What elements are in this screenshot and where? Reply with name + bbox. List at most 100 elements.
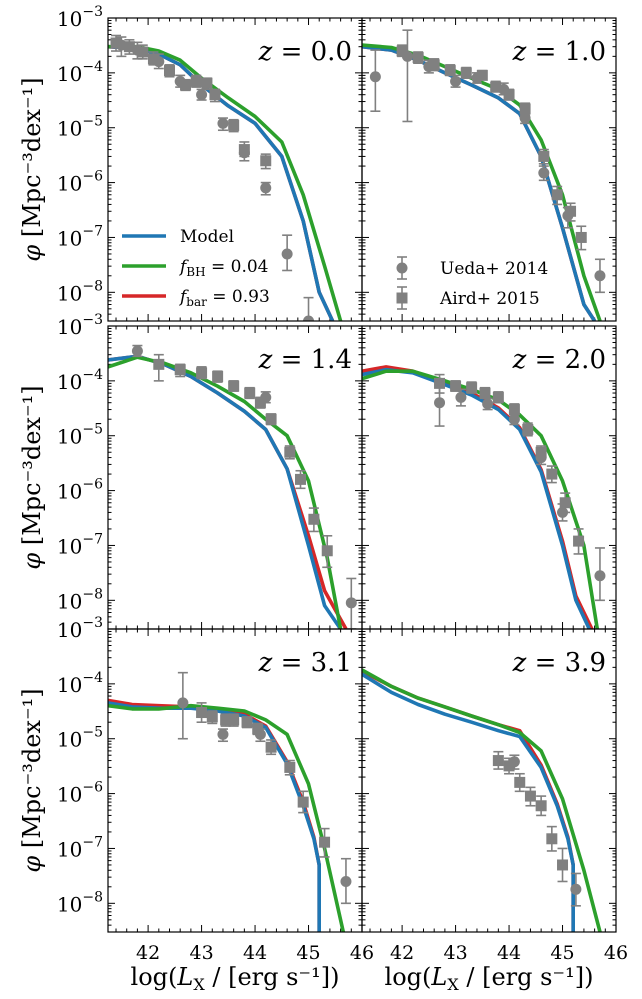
y-tick-label: 10−3 xyxy=(57,4,103,31)
x-tick-label: 44 xyxy=(243,942,267,964)
ueda-point xyxy=(594,570,606,582)
line-model xyxy=(108,354,343,629)
x-tick-label: 45 xyxy=(550,942,574,964)
ueda-point xyxy=(115,39,127,51)
panel-frame xyxy=(361,628,617,933)
x-tick-label: 43 xyxy=(443,942,467,964)
ueda-point xyxy=(423,61,435,73)
y-tick-label: 10−7 xyxy=(57,223,103,250)
aird-point xyxy=(479,387,491,399)
ueda-point xyxy=(340,875,352,887)
ueda-point xyxy=(508,413,520,425)
ueda-point xyxy=(303,315,315,321)
ueda-point xyxy=(131,345,143,357)
ueda-point xyxy=(260,182,272,194)
redshift-label: z = 2.0 xyxy=(512,345,606,375)
y-tick-label: 10−5 xyxy=(57,725,103,752)
ueda-point xyxy=(177,697,189,709)
aird-point xyxy=(260,155,272,167)
ueda-point xyxy=(594,270,606,282)
aird-point xyxy=(196,367,208,379)
y-tick-label: 10−8 xyxy=(57,889,103,916)
aird-point xyxy=(503,89,515,101)
ueda-point xyxy=(538,167,550,179)
aird-point xyxy=(514,776,526,788)
aird-point xyxy=(241,716,253,728)
panel-0.0: 10−3 10−4 10−5 10−6 10−7 10−8 z = 0.0 xyxy=(57,4,363,322)
ueda-point xyxy=(562,210,574,222)
ueda-point xyxy=(345,597,357,609)
y-axis-title: φ [Mpc⁻³dex⁻¹] xyxy=(18,688,46,872)
aird-point xyxy=(412,52,424,64)
legend-marker-ueda xyxy=(396,262,408,274)
redshift-label: z = 0.0 xyxy=(258,37,352,67)
redshift-label: z = 3.9 xyxy=(512,648,606,678)
legend-models: Model fBH = 0.04 fbar = 0.93 xyxy=(122,227,270,309)
y-tick-label: 10−5 xyxy=(57,114,103,141)
aird-point xyxy=(524,790,536,802)
series-lines xyxy=(362,668,602,932)
redshift-label: z = 1.4 xyxy=(258,345,352,375)
aird-point xyxy=(434,377,446,389)
aird-point xyxy=(319,836,331,848)
ueda-point xyxy=(570,883,582,895)
ueda-point xyxy=(508,756,520,768)
y-axis-title: φ [Mpc⁻³dex⁻¹] xyxy=(18,77,46,261)
legend-label-fbar: fbar = 0.93 xyxy=(178,287,270,309)
aird-point xyxy=(546,833,558,845)
data-points xyxy=(177,671,352,905)
redshift-label: z = 3.1 xyxy=(258,648,352,678)
x-tick-label: 46 xyxy=(350,942,374,964)
aird-point xyxy=(476,69,488,81)
aird-point xyxy=(519,103,531,115)
aird-point xyxy=(209,89,221,101)
aird-point xyxy=(559,497,571,509)
panel-3.9: 42 43 44 45 46 z = 3.9 xyxy=(361,628,628,964)
x-tick-label: 43 xyxy=(189,942,213,964)
aird-point xyxy=(174,364,186,376)
ueda-point xyxy=(281,248,293,260)
aird-point xyxy=(573,535,585,547)
x-tick-label: 42 xyxy=(136,942,160,964)
ueda-point xyxy=(196,89,208,101)
aird-point xyxy=(508,404,520,416)
aird-point xyxy=(244,387,256,399)
ueda-point xyxy=(238,147,250,159)
aird-point xyxy=(284,761,296,773)
aird-point xyxy=(503,760,515,772)
y-axis-title: φ [Mpc⁻³dex⁻¹] xyxy=(18,385,46,569)
aird-point xyxy=(297,796,309,808)
aird-point xyxy=(492,755,504,767)
data-points xyxy=(110,34,315,321)
aird-point xyxy=(450,380,462,392)
ueda-point xyxy=(131,44,143,56)
ueda-point xyxy=(401,50,413,62)
aird-point xyxy=(206,711,218,723)
x-tick-label: 42 xyxy=(390,942,414,964)
ueda-point xyxy=(217,117,229,129)
aird-point xyxy=(163,65,175,77)
aird-point xyxy=(575,231,587,243)
aird-point xyxy=(196,707,208,719)
legend-label-model: Model xyxy=(180,227,234,247)
aird-point xyxy=(522,423,534,435)
y-tick-label: 10−8 xyxy=(57,586,103,613)
y-tick-label: 10−4 xyxy=(57,670,103,697)
legend-marker-aird xyxy=(396,292,408,304)
x-axis-title: log(LX / [erg s⁻¹]) xyxy=(131,963,340,994)
aird-point xyxy=(428,59,440,71)
y-tick-label: 10−7 xyxy=(57,834,103,861)
series-lines xyxy=(108,698,346,932)
aird-point xyxy=(228,119,240,131)
panel-1.0: z = 1.0 xyxy=(361,17,617,322)
aird-point xyxy=(308,513,320,525)
ueda-point xyxy=(498,83,510,95)
aird-point xyxy=(460,67,472,79)
aird-point xyxy=(110,37,122,49)
aird-point xyxy=(492,391,504,403)
data-points xyxy=(434,373,606,602)
line-model xyxy=(362,672,576,932)
ueda-point xyxy=(217,728,229,740)
ueda-point xyxy=(254,728,266,740)
